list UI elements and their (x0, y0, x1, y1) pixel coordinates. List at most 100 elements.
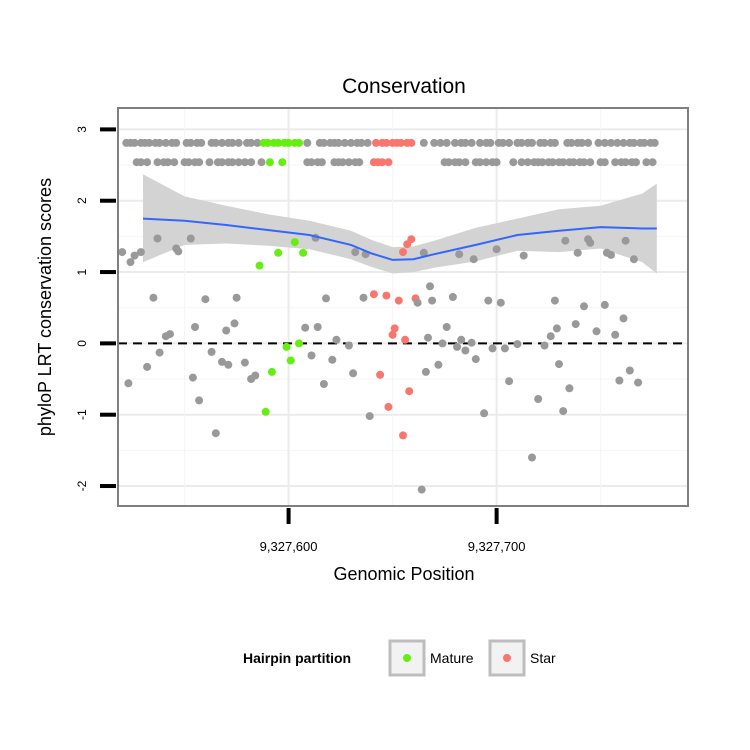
rug-point (476, 158, 484, 167)
rug-point (467, 138, 476, 147)
data-point (319, 380, 328, 388)
data-point (615, 376, 624, 385)
rug-point (594, 138, 603, 147)
data-point (218, 357, 226, 366)
rug-point (265, 158, 274, 167)
data-point (467, 338, 476, 347)
legend-dot-mature (403, 654, 411, 662)
data-point (313, 323, 322, 331)
smooth-curve (142, 217, 657, 261)
rug-point (228, 138, 237, 147)
legend-item-star: Star (488, 639, 556, 677)
data-point (267, 367, 276, 376)
data-point (421, 367, 430, 376)
legend-dot-star (503, 654, 511, 662)
data-point (188, 373, 197, 382)
data-point (571, 320, 580, 329)
x-axis-label: Genomic Position (333, 564, 474, 584)
data-point (155, 348, 164, 357)
data-point (382, 291, 391, 300)
data-point (426, 282, 434, 291)
rug-point (430, 138, 439, 147)
legend: Hairpin partition Mature Star (243, 639, 556, 677)
rug-point (234, 158, 243, 167)
rug-point (629, 138, 638, 147)
rug-point (619, 138, 628, 147)
data-point (174, 247, 183, 256)
data-point (428, 296, 437, 305)
data-point (299, 248, 308, 257)
rug-point (528, 138, 536, 147)
rug-point (650, 138, 659, 147)
data-point (290, 238, 299, 247)
data-point (580, 302, 588, 311)
rug-point (569, 158, 578, 167)
rug-point (586, 158, 595, 167)
data-point (505, 377, 514, 386)
rug-point (184, 158, 193, 167)
data-point (328, 355, 337, 364)
rug-point (247, 138, 256, 147)
data-point (546, 332, 555, 341)
rug-point (228, 158, 237, 167)
data-point (166, 330, 174, 339)
rug-point (378, 158, 387, 167)
data-point (211, 429, 220, 438)
x-axis: 9,327,600 9,327,700 (260, 508, 526, 554)
rug-point (451, 138, 459, 147)
y-tick-label: 1 (75, 268, 89, 275)
data-point (621, 236, 630, 245)
rug-point (517, 138, 526, 147)
rug-point (357, 138, 366, 147)
data-point (394, 296, 403, 305)
data-point (534, 395, 543, 403)
y-tick-label: 2 (75, 197, 89, 204)
rug-point (172, 138, 181, 147)
rug-point (407, 138, 416, 147)
rug-point (143, 158, 152, 167)
y-tick-label: 3 (75, 126, 89, 133)
data-point (492, 245, 501, 254)
data-point (195, 396, 204, 405)
data-point (388, 330, 397, 339)
rug-point (550, 138, 559, 147)
data-point (455, 250, 464, 259)
rug-point (197, 138, 206, 147)
data-point (634, 378, 643, 387)
legend-title: Hairpin partition (243, 650, 351, 666)
rug-point (363, 138, 372, 147)
data-point (488, 344, 497, 353)
data-point (365, 412, 374, 421)
data-point (413, 298, 422, 307)
data-point (573, 248, 582, 257)
data-point (143, 362, 152, 371)
rug-point (211, 138, 220, 147)
data-point (295, 339, 303, 348)
rug-point (218, 158, 226, 167)
plot-area (117, 107, 689, 507)
rug-point (161, 138, 170, 147)
rug-point (205, 158, 214, 167)
data-point (480, 409, 489, 418)
rug-point (509, 158, 518, 167)
data-point (552, 324, 561, 333)
data-point (344, 341, 353, 350)
data-point (419, 248, 428, 257)
data-point (399, 431, 407, 440)
rug-point (461, 138, 470, 147)
x-tick-label: 9,327,600 (260, 539, 318, 554)
rug-point (517, 158, 526, 167)
data-point (619, 314, 628, 323)
rug-point (195, 158, 204, 167)
rug-point (642, 158, 651, 167)
legend-label-star: Star (530, 650, 556, 666)
legend-label-mature: Mature (430, 650, 474, 666)
data-point (322, 294, 330, 303)
rug-point (186, 138, 195, 147)
data-point (453, 342, 462, 351)
rug-point (600, 138, 609, 147)
data-point (471, 355, 480, 364)
chart-title: Conservation (342, 75, 466, 98)
data-point (307, 351, 316, 360)
rug-point (334, 138, 343, 147)
